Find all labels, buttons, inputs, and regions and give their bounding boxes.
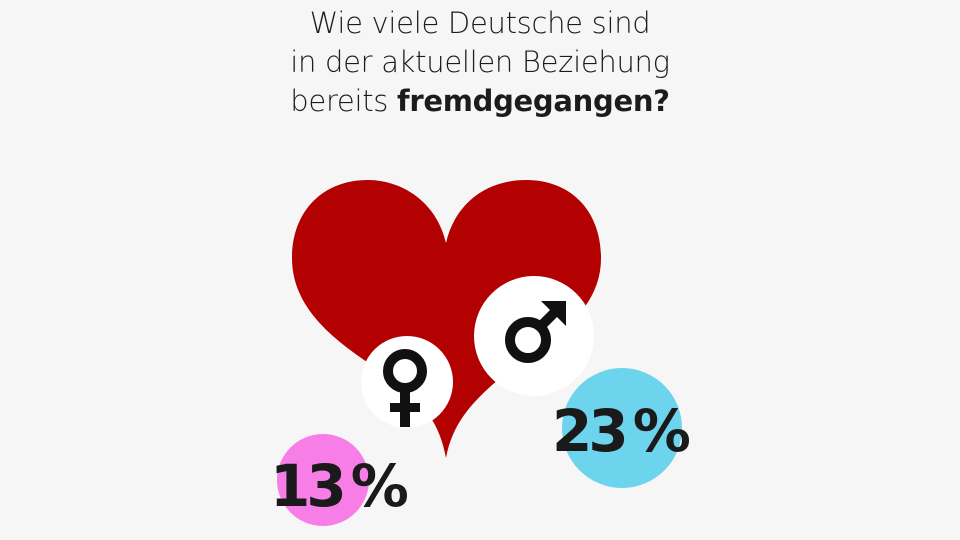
title-line-3-bold: fremdgegangen? — [397, 84, 670, 118]
male-symbol-group — [474, 276, 594, 396]
title-line-2: in der aktuellen Beziehung — [290, 45, 670, 79]
female-percentage-unit: % — [350, 452, 409, 520]
male-badge-circle — [562, 368, 682, 488]
title-line-1: Wie viele Deutsche sind — [309, 6, 651, 40]
female-symbol-circle — [361, 336, 453, 428]
male-percentage-unit: % — [632, 397, 691, 465]
female-symbol-group — [361, 336, 453, 428]
male-symbol-circle — [474, 276, 594, 396]
title-line-3: bereits fremdgegangen? — [0, 82, 960, 121]
chart-title: Wie viele Deutsche sind in der aktuellen… — [0, 4, 960, 121]
male-symbol-icon — [505, 301, 566, 363]
female-percentage-label: 13% — [270, 457, 409, 515]
title-line-3-regular: bereits — [290, 84, 398, 118]
female-badge-circle — [277, 434, 369, 526]
female-percentage-value: 13 — [270, 452, 347, 520]
male-percentage-label: 23% — [552, 402, 691, 460]
female-symbol-icon — [383, 349, 427, 427]
male-percentage-value: 23 — [552, 397, 629, 465]
heart-icon — [292, 180, 601, 458]
